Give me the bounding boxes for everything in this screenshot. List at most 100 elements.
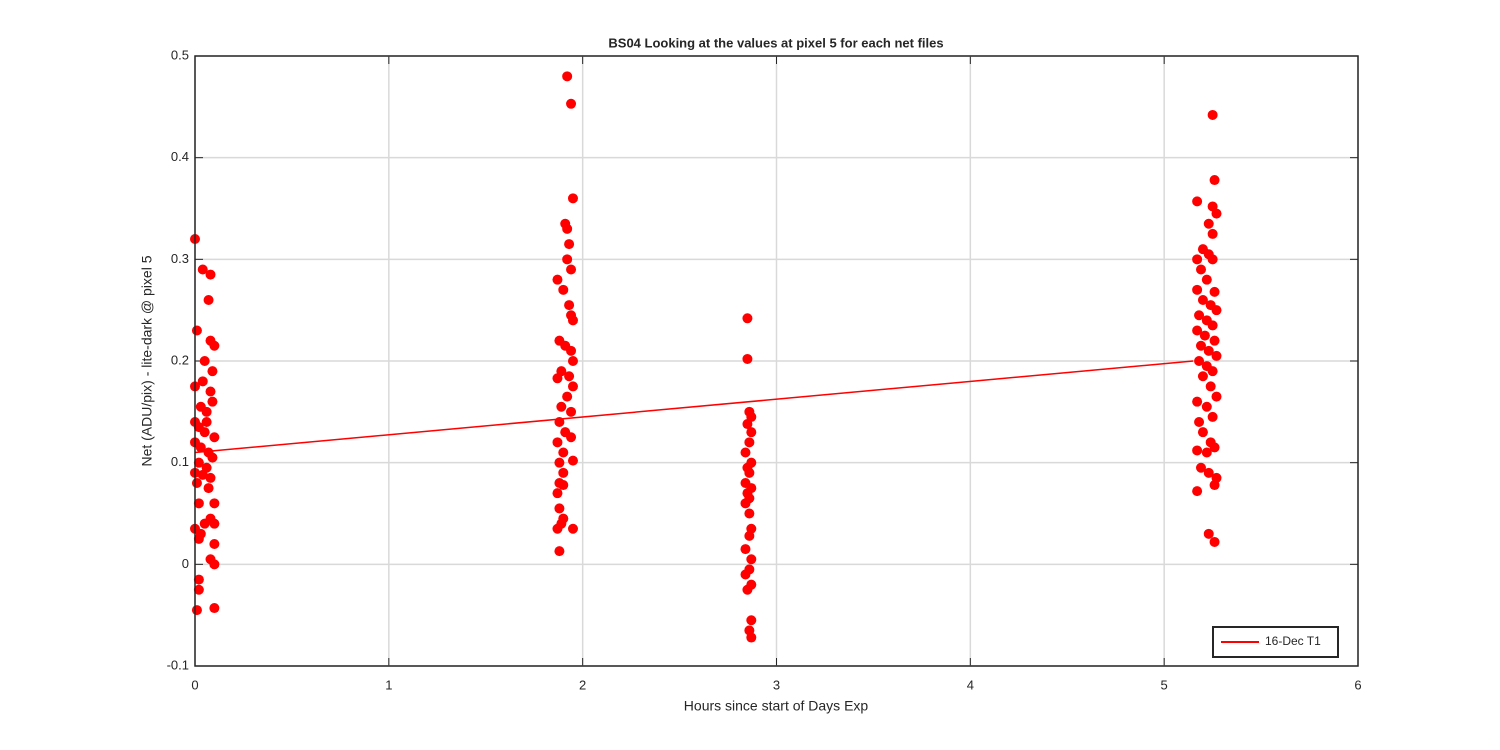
data-point xyxy=(567,315,578,326)
data-point xyxy=(1194,417,1205,427)
data-point xyxy=(199,356,210,366)
data-point xyxy=(1207,320,1218,331)
data-point xyxy=(1192,486,1203,497)
x-tick-label: 3 xyxy=(773,677,780,692)
data-point xyxy=(1205,381,1216,392)
data-point xyxy=(1194,356,1205,366)
data-point xyxy=(566,406,577,417)
data-point xyxy=(203,295,214,305)
data-point xyxy=(1197,427,1208,438)
data-point xyxy=(556,401,567,412)
data-point xyxy=(1209,175,1220,186)
data-point xyxy=(197,264,208,275)
data-point xyxy=(558,447,569,458)
legend: 16-Dec T1 xyxy=(1212,626,1339,658)
data-point xyxy=(1211,305,1222,316)
data-point xyxy=(564,300,575,311)
x-tick-label: 6 xyxy=(1354,677,1361,692)
data-point xyxy=(566,264,577,275)
data-point xyxy=(1192,254,1203,265)
data-point xyxy=(567,193,578,204)
data-point xyxy=(1201,401,1212,412)
data-point xyxy=(554,546,565,557)
data-point xyxy=(742,353,753,364)
data-point xyxy=(201,406,212,417)
data-point xyxy=(564,239,575,250)
data-point xyxy=(1192,445,1203,456)
data-point xyxy=(193,584,204,595)
y-tick-label: -0.1 xyxy=(167,657,189,672)
y-tick-label: 0.4 xyxy=(171,149,189,164)
data-point xyxy=(209,340,220,351)
data-point xyxy=(552,373,563,384)
data-point xyxy=(203,483,214,494)
data-point xyxy=(205,386,216,397)
data-point xyxy=(558,467,569,478)
data-point xyxy=(746,427,757,438)
data-point xyxy=(740,447,751,458)
data-point xyxy=(205,269,216,280)
data-point xyxy=(562,254,573,265)
data-point xyxy=(207,366,218,377)
data-point xyxy=(209,518,220,529)
data-point xyxy=(558,480,569,491)
data-point xyxy=(209,432,220,443)
data-point xyxy=(552,437,563,448)
data-point xyxy=(1192,196,1203,207)
data-point xyxy=(556,518,567,529)
data-point xyxy=(1209,480,1220,491)
y-tick-label: 0.2 xyxy=(171,352,189,367)
data-point xyxy=(1207,366,1218,377)
data-point xyxy=(744,437,755,448)
data-point xyxy=(1197,295,1208,305)
data-point xyxy=(1203,467,1214,478)
data-point xyxy=(1211,208,1222,219)
data-point xyxy=(552,488,563,499)
data-point xyxy=(554,503,565,514)
data-point xyxy=(566,432,577,443)
data-point xyxy=(1209,286,1220,297)
data-point xyxy=(746,632,757,643)
y-tick-label: 0.1 xyxy=(171,454,189,469)
y-axis-label: Net (ADU/pix) - lite-dark @ pixel 5 xyxy=(139,255,155,466)
data-point xyxy=(191,605,202,616)
data-point xyxy=(562,391,573,402)
data-point xyxy=(566,98,577,109)
data-point xyxy=(191,478,202,488)
data-point xyxy=(1209,442,1220,453)
data-point xyxy=(197,469,208,480)
data-point xyxy=(1195,340,1206,351)
data-point xyxy=(746,615,757,626)
x-tick-label: 0 xyxy=(191,677,198,692)
data-point xyxy=(1197,371,1208,382)
data-point xyxy=(744,467,755,478)
x-tick-label: 5 xyxy=(1161,677,1168,692)
x-axis-label: Hours since start of Days Exp xyxy=(684,698,869,714)
data-point xyxy=(740,498,751,509)
data-point xyxy=(209,539,220,549)
data-point xyxy=(744,508,755,519)
data-point xyxy=(193,498,204,509)
x-tick-label: 4 xyxy=(967,677,974,692)
data-point xyxy=(1199,330,1210,341)
data-point xyxy=(205,472,216,483)
data-point xyxy=(1211,391,1222,402)
data-point xyxy=(1207,411,1218,422)
data-point xyxy=(1207,109,1218,120)
legend-label: 16-Dec T1 xyxy=(1265,634,1321,648)
data-point xyxy=(1192,325,1203,336)
data-point xyxy=(1211,350,1222,361)
data-point xyxy=(209,559,220,570)
data-point xyxy=(558,284,569,295)
data-point xyxy=(744,530,755,541)
data-point xyxy=(567,381,578,392)
x-tick-label: 1 xyxy=(385,677,392,692)
data-point xyxy=(742,313,753,324)
data-point xyxy=(209,498,220,509)
data-point xyxy=(193,533,204,544)
data-point xyxy=(195,442,206,453)
data-point xyxy=(740,544,751,555)
data-point xyxy=(552,274,563,285)
